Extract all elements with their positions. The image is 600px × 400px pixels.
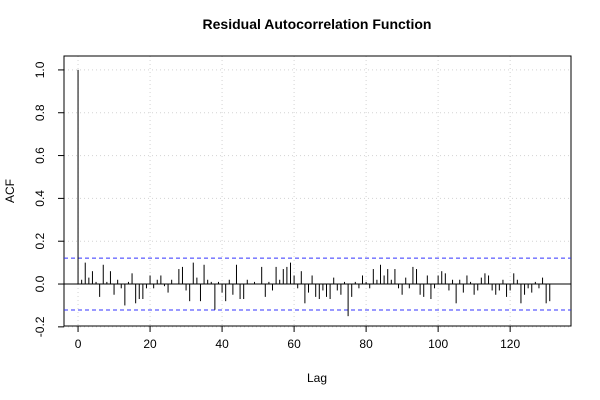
x-tick-label: 80 — [359, 337, 373, 351]
x-tick-label: 60 — [287, 337, 301, 351]
y-tick-label: 0.8 — [33, 104, 47, 121]
y-tick-label: 0.0 — [33, 275, 47, 292]
x-tick-label: 0 — [75, 337, 82, 351]
y-tick-label: 0.6 — [33, 147, 47, 164]
y-tick-label: 1.0 — [33, 61, 47, 78]
y-tick-label: 0.4 — [33, 190, 47, 207]
chart-title: Residual Autocorrelation Function — [203, 16, 432, 32]
x-axis-label: Lag — [307, 371, 327, 385]
plot-frame — [63, 55, 572, 327]
y-tick-label: -0.2 — [33, 316, 47, 337]
y-axis-label: ACF — [3, 179, 17, 203]
x-tick-label: 20 — [143, 337, 157, 351]
y-tick-label: 0.2 — [33, 233, 47, 250]
x-tick-label: 120 — [500, 337, 520, 351]
x-tick-label: 40 — [215, 337, 229, 351]
x-tick-label: 100 — [428, 337, 448, 351]
